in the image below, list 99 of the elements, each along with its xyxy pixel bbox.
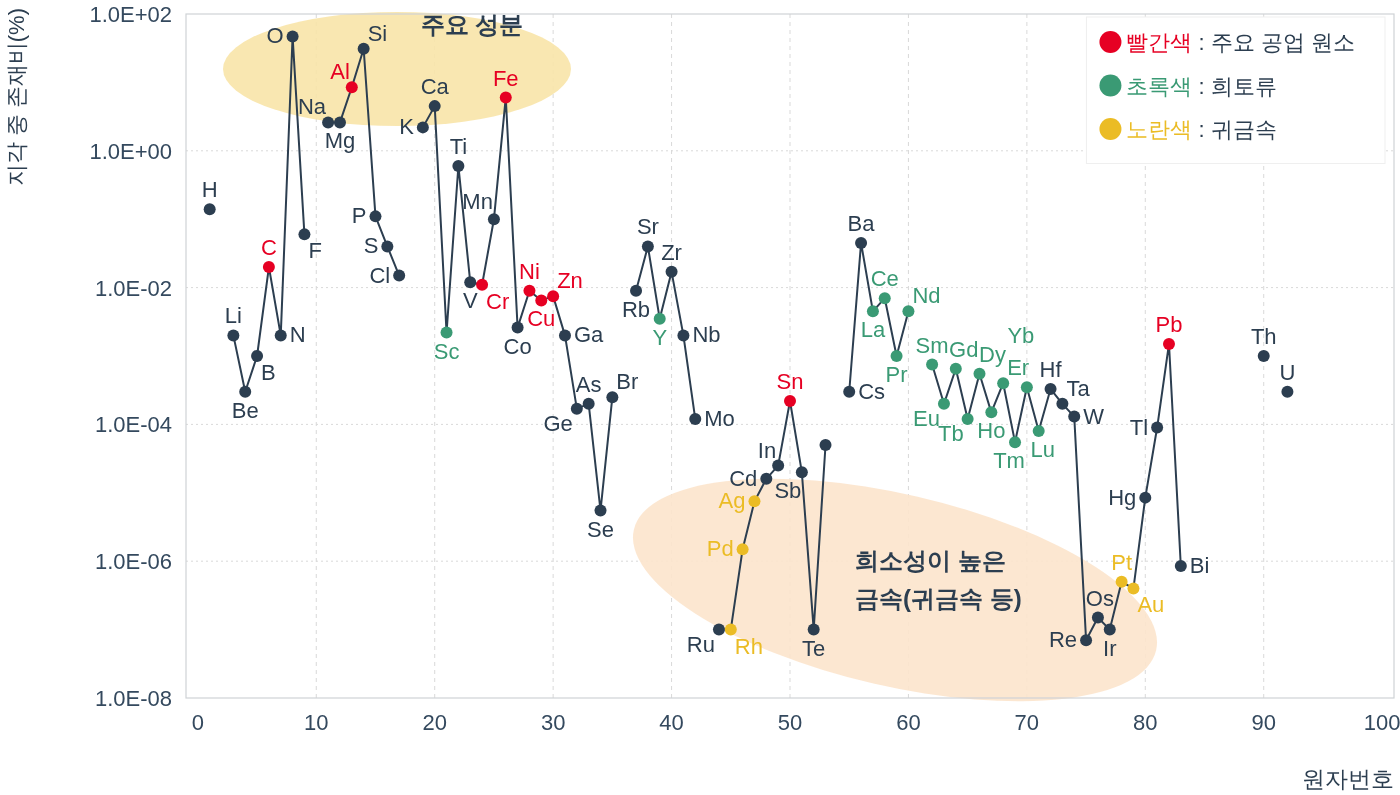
data-label: Zr — [661, 239, 682, 265]
x-tick-label: 80 — [1133, 710, 1158, 735]
legend-label: 초록색 : 희토류 — [1126, 73, 1277, 99]
legend-label: 빨간색 : 주요 공업 원소 — [1126, 30, 1355, 55]
data-label: Al — [330, 59, 350, 85]
data-label: Cl — [369, 262, 391, 288]
data-label: Th — [1250, 324, 1277, 349]
x-tick-label: 50 — [777, 710, 803, 735]
data-label: Er — [1007, 355, 1030, 381]
data-label: P — [351, 203, 367, 229]
data-label: Hg — [1108, 484, 1137, 510]
data-label: Ni — [519, 258, 540, 284]
data-label: F — [308, 238, 322, 264]
data-label: K — [399, 114, 414, 140]
y-tick-label: 1.0E+02 — [89, 2, 172, 27]
data-label: Rb — [622, 296, 651, 322]
data-label: Y — [652, 324, 668, 350]
data-label: Ir — [1103, 635, 1117, 661]
y-tick-label: 1.0E+00 — [89, 138, 172, 164]
y-tick-label: 1.0E-02 — [94, 275, 172, 301]
data-label: Si — [367, 20, 388, 46]
data-label: Rh — [734, 633, 763, 659]
data-label: C — [260, 235, 277, 260]
y-tick-label: 1.0E-04 — [94, 412, 172, 438]
data-label: B — [261, 360, 276, 385]
data-label: Fe — [492, 65, 519, 91]
data-label: Mg — [324, 128, 356, 154]
data-label: Be — [231, 397, 259, 423]
data-label: Ho — [977, 418, 1006, 444]
y-tick-label: 1.0E-08 — [94, 686, 172, 711]
data-label: Mo — [704, 406, 735, 431]
data-label: Li — [224, 303, 242, 329]
data-label: Ru — [686, 631, 715, 657]
data-label: Tl — [1129, 414, 1149, 440]
data-label: Ge — [543, 410, 573, 436]
data-label: Sb — [774, 478, 802, 504]
data-label: Lu — [1030, 437, 1055, 463]
data-label: Sm — [915, 332, 949, 358]
x-tick-label: 10 — [304, 710, 329, 735]
data-label: Gd — [949, 336, 979, 362]
data-label: U — [1279, 359, 1296, 385]
data-label: Cu — [527, 306, 556, 332]
data-label: Hf — [1039, 356, 1062, 382]
x-tick-label: 0 — [191, 710, 204, 735]
data-label: In — [757, 437, 777, 463]
data-label: Ce — [870, 266, 899, 292]
data-label: Au — [1137, 592, 1165, 618]
data-label: Bi — [1189, 553, 1210, 579]
data-label: Mn — [462, 189, 493, 215]
data-label: H — [201, 177, 218, 203]
data-label: Ca — [420, 74, 449, 100]
x-tick-label: 20 — [422, 710, 447, 735]
data-label: Sr — [636, 214, 659, 240]
x-tick-label: 90 — [1251, 710, 1276, 735]
data-label: S — [363, 233, 379, 259]
data-label: Pt — [1111, 549, 1132, 575]
data-label: Yb — [1007, 323, 1035, 349]
data-label: Sn — [776, 369, 804, 394]
data-label: V — [462, 288, 478, 314]
data-label: La — [860, 317, 886, 343]
x-tick-label: 70 — [1014, 710, 1040, 735]
data-label: Ta — [1066, 375, 1090, 401]
data-label: Os — [1085, 585, 1114, 611]
data-label: Co — [503, 333, 532, 359]
data-label: Na — [298, 94, 327, 120]
data-label: As — [575, 371, 602, 397]
annotation: 주요 성분 — [420, 11, 524, 39]
data-label: O — [266, 23, 284, 49]
data-label: Tm — [993, 448, 1025, 474]
data-label: Pd — [706, 536, 734, 562]
y-tick-label: 1.0E-06 — [94, 549, 172, 575]
data-label: Cr — [486, 288, 510, 314]
annotation: 희소성이 높은 금속(귀금속 등) — [855, 547, 1022, 613]
x-tick-label: 30 — [540, 710, 566, 735]
data-label: Ga — [574, 322, 604, 348]
ylabel: 지각 중 존재비(%) — [4, 8, 29, 187]
data-label: Nb — [692, 322, 721, 348]
legend-label: 노란색 : 귀금속 — [1126, 117, 1277, 142]
data-label: Se — [587, 516, 614, 542]
data-label: Re — [1048, 627, 1078, 653]
data-label: Pr — [885, 362, 908, 387]
x-tick-label: 100 — [1363, 710, 1400, 735]
data-label: Cd — [729, 465, 758, 491]
data-label: Pb — [1155, 311, 1183, 337]
data-label: Ag — [718, 488, 746, 514]
data-label: Ti — [449, 133, 468, 159]
data-label: Zn — [557, 268, 583, 294]
data-label: Sc — [433, 338, 460, 364]
data-label: Br — [616, 369, 639, 395]
data-label: Ba — [847, 210, 875, 236]
data-label: W — [1083, 403, 1104, 429]
x-tick-label: 40 — [659, 710, 684, 735]
data-label: N — [289, 322, 306, 348]
data-label: Te — [802, 635, 826, 661]
data-label: Cs — [858, 378, 886, 404]
x-tick-label: 60 — [896, 710, 921, 735]
xlabel: 원자번호 — [1302, 766, 1394, 792]
data-label: Dy — [979, 341, 1006, 367]
data-label: Nd — [912, 283, 941, 309]
